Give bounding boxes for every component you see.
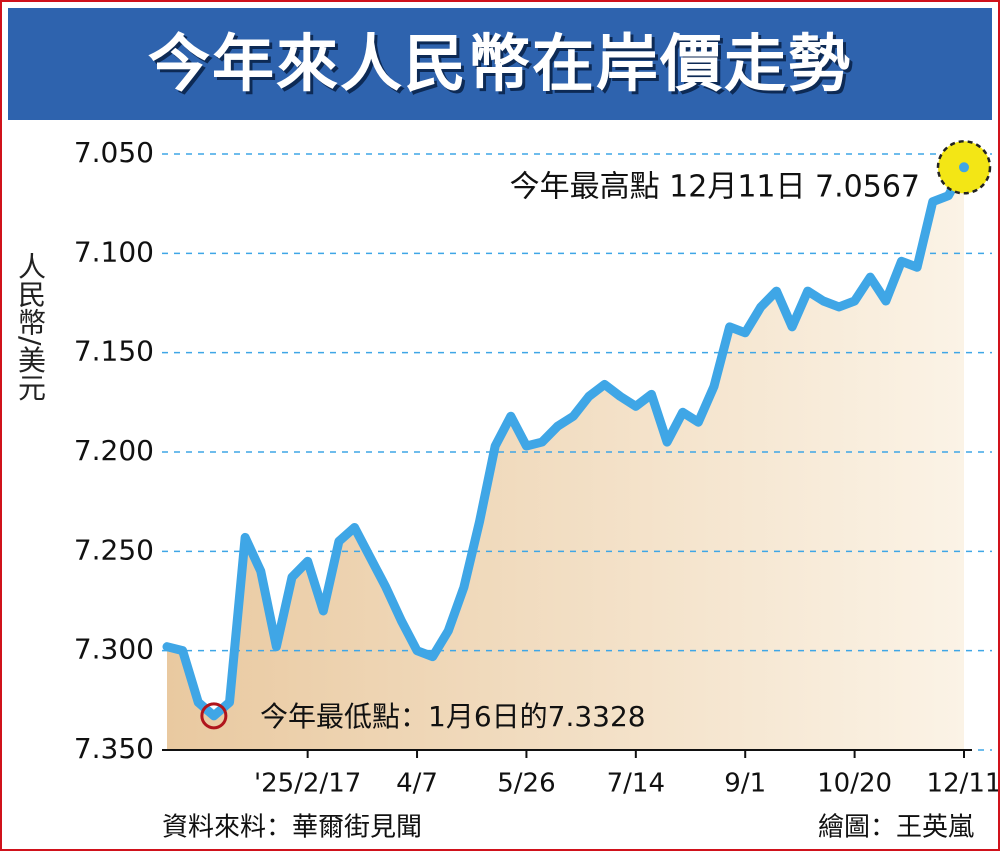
- y-tick-label: 7.150: [74, 335, 154, 368]
- y-tick-label: 7.250: [74, 533, 154, 566]
- y-tick-label: 7.100: [74, 235, 154, 268]
- y-tick-label: 7.350: [74, 732, 154, 765]
- chart-title: 今年來人民幣在岸價走勢: [8, 8, 992, 120]
- y-tick-label: 7.300: [74, 633, 154, 666]
- source: 資料來料：華爾街見聞: [162, 813, 422, 843]
- credit: 繪圖：王英嵐: [818, 813, 974, 843]
- x-tick-label: '25/2/17: [254, 769, 361, 799]
- annotation: 今年最高點 12月11日 7.0567: [510, 170, 920, 205]
- area: [167, 167, 964, 750]
- x-tick-label: 9/1: [724, 769, 766, 799]
- x-tick-label: 4/7: [396, 769, 438, 799]
- x-tick-label: 7/14: [607, 769, 665, 799]
- line: [162, 162, 969, 721]
- y-tick-label: 7.200: [74, 434, 154, 467]
- annotation: 今年最低點：1月6日的7.3328: [260, 700, 646, 733]
- y-tick-label: 7.050: [74, 136, 154, 169]
- x-tick-label: 12/11: [927, 769, 998, 799]
- y-axis-label: 人民幣/美元: [14, 252, 47, 402]
- high-point: [959, 162, 969, 173]
- x-tick-label: 5/26: [497, 769, 555, 799]
- x-tick-label: 10/20: [817, 769, 892, 799]
- low-marker: [200, 702, 228, 730]
